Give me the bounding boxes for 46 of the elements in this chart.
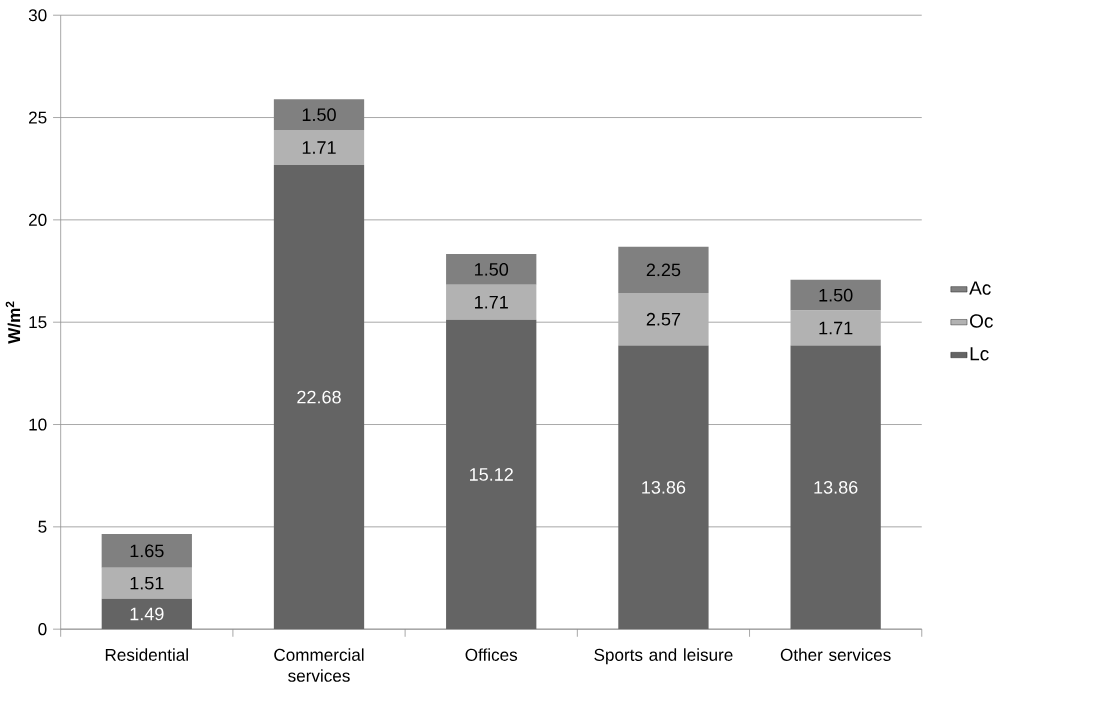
x-tick-label: Sports and leisure <box>594 648 733 665</box>
data-label: 13.86 <box>642 480 686 494</box>
bar <box>618 292 709 346</box>
bar <box>273 164 365 630</box>
data-label: 1.50 <box>475 262 509 276</box>
x-tick-label: Residential <box>105 648 188 661</box>
data-label: 2.25 <box>646 263 681 277</box>
y-tick-label: 15 <box>29 316 47 329</box>
data-label: 13.86 <box>814 480 858 494</box>
y-tick-label: 0 <box>38 623 47 636</box>
data-label: 1.71 <box>475 295 508 309</box>
bar <box>618 246 709 293</box>
bar <box>446 284 537 320</box>
legend-label: Ac <box>969 281 991 295</box>
y-tick-label: 10 <box>29 418 47 431</box>
y-axis-title: W/m$^{2}$ <box>5 301 21 344</box>
bar <box>790 345 881 630</box>
y-tick-label: 30 <box>28 9 47 22</box>
y-tick-label: 25 <box>29 111 47 124</box>
bar <box>446 253 537 285</box>
data-label: 1.49 <box>130 607 164 621</box>
data-label: 1.50 <box>819 288 853 302</box>
bar <box>790 310 881 346</box>
data-label: 1.71 <box>302 141 336 154</box>
data-label: 2.57 <box>646 312 681 326</box>
bar <box>618 345 709 630</box>
bar <box>273 129 365 165</box>
bar <box>273 99 365 130</box>
bar <box>101 533 192 568</box>
data-label: 1.71 <box>819 321 853 335</box>
x-tick-label: Commercial services <box>274 648 364 682</box>
bar <box>790 279 881 311</box>
legend-label: Oc <box>970 314 993 328</box>
y-tick-label: 20 <box>29 213 47 226</box>
bar <box>101 598 192 630</box>
x-tick-label: Other services <box>780 648 891 661</box>
y-tick-label: 5 <box>38 520 47 533</box>
data-label: 1.65 <box>130 544 164 558</box>
data-label: 15.12 <box>470 467 513 481</box>
data-label: 1.50 <box>302 108 336 121</box>
bar <box>446 319 537 630</box>
data-label: 22.68 <box>297 390 341 404</box>
bar <box>101 567 192 599</box>
legend-label: Lc <box>970 347 989 361</box>
data-label: 1.51 <box>130 576 164 590</box>
x-tick-label: Offices <box>465 648 518 661</box>
